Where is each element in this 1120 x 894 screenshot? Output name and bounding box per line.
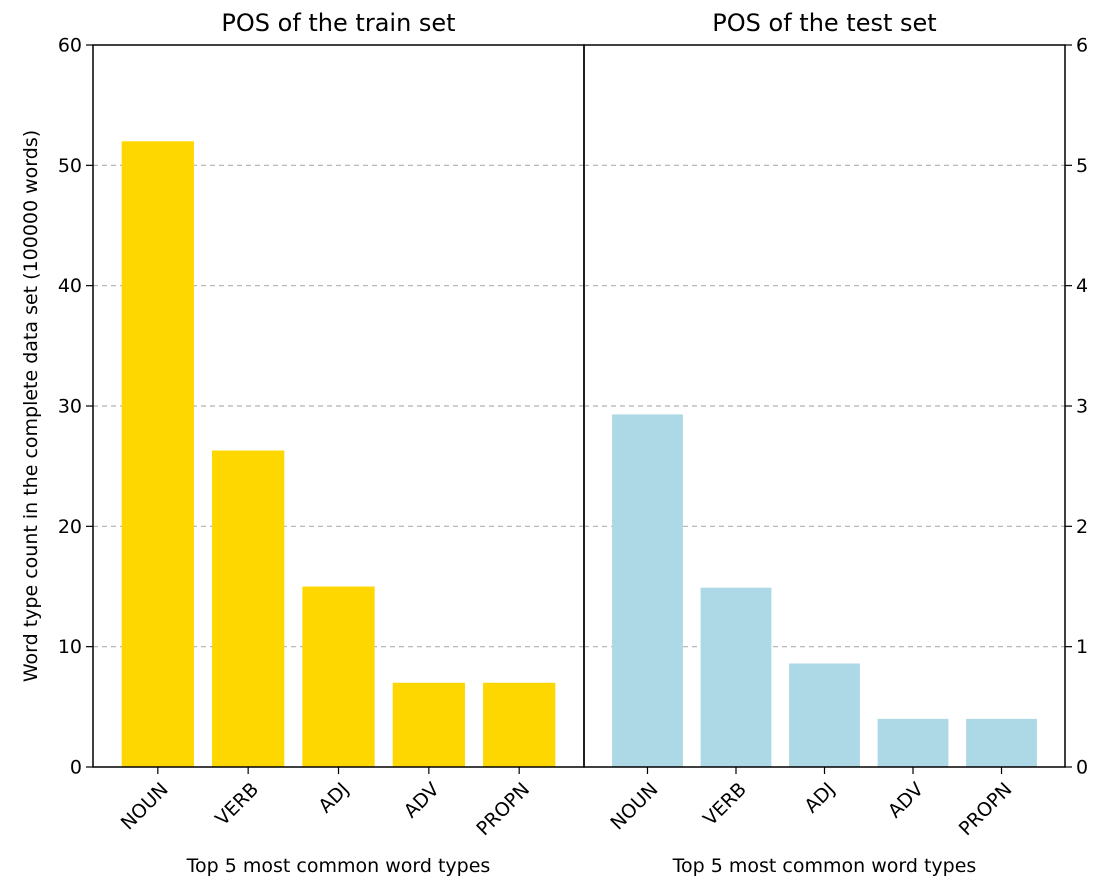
test-y-tick-label: 2 bbox=[1076, 516, 1088, 538]
train-bars bbox=[121, 141, 556, 767]
train-y-ticks: 0 10 20 30 40 50 60 bbox=[58, 35, 93, 779]
test-y-ticks: 0 1 2 3 4 5 6 bbox=[1065, 35, 1088, 779]
train-y-tick-label: 10 bbox=[58, 636, 82, 658]
train-bar-adv bbox=[392, 682, 465, 767]
train-x-axis-label: Top 5 most common word types bbox=[186, 855, 491, 877]
train-bar-adj bbox=[302, 586, 375, 767]
test-chart-title: POS of the test set bbox=[712, 9, 936, 37]
test-y-tick-label: 4 bbox=[1076, 275, 1088, 297]
test-y-tick-label: 6 bbox=[1076, 35, 1088, 57]
test-y-tick-label: 1 bbox=[1076, 636, 1088, 658]
test-bars bbox=[612, 414, 1037, 767]
train-y-tick-label: 20 bbox=[58, 516, 82, 538]
train-y-tick-label: 50 bbox=[58, 155, 82, 177]
test-x-axis-label: Top 5 most common word types bbox=[672, 855, 977, 877]
test-grid bbox=[584, 164, 1065, 648]
train-y-tick-label: 40 bbox=[58, 275, 82, 297]
train-y-tick-label: 0 bbox=[70, 757, 82, 779]
test-y-tick-label: 5 bbox=[1076, 155, 1088, 177]
train-y-tick-label: 60 bbox=[58, 35, 82, 57]
test-bar-propn bbox=[966, 718, 1037, 767]
train-y-tick-label: 30 bbox=[58, 396, 82, 418]
test-y-tick-label: 0 bbox=[1076, 757, 1088, 779]
train-bar-verb bbox=[212, 450, 285, 767]
train-bar-propn bbox=[483, 682, 556, 767]
train-bar-noun bbox=[121, 141, 194, 767]
test-bar-noun bbox=[612, 414, 683, 767]
test-bar-adv bbox=[877, 718, 949, 767]
test-y-tick-label: 3 bbox=[1076, 396, 1088, 418]
train-chart-title: POS of the train set bbox=[221, 9, 455, 37]
test-bar-verb bbox=[700, 587, 772, 767]
test-bar-adj bbox=[789, 663, 860, 767]
train-y-axis-label: Word type count in the complete data set… bbox=[20, 130, 42, 682]
